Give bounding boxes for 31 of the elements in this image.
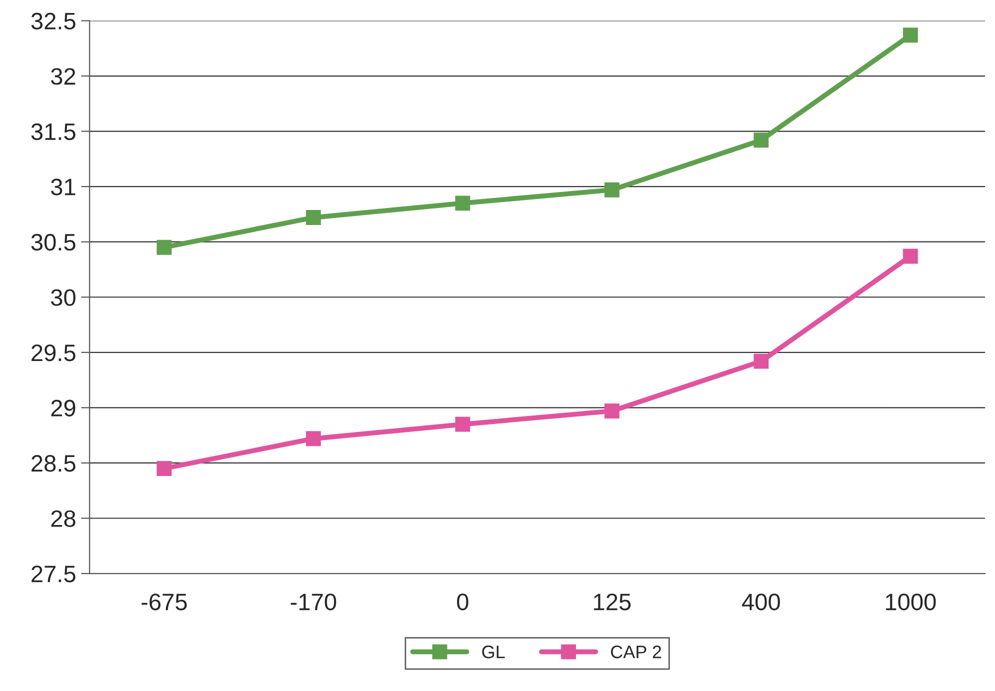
point: [156, 240, 172, 255]
x-tick-label: 400: [742, 594, 780, 610]
point: [306, 431, 321, 446]
x-tick-label: 0: [457, 594, 468, 610]
y-tick-label: 30.5: [31, 234, 76, 251]
y-tick-label: 27.5: [32, 566, 76, 582]
y-tick-label: 30: [50, 289, 76, 306]
point: [455, 416, 470, 432]
x-tick-label: 125: [594, 594, 631, 610]
point: [902, 28, 918, 43]
legend-label: CAP 2: [610, 646, 662, 658]
y-tick-label: 32.5: [31, 12, 76, 30]
point: [902, 248, 918, 264]
point: [754, 354, 769, 369]
point: [306, 210, 321, 225]
point: [156, 461, 172, 476]
point: [455, 196, 470, 211]
y-tick-label: 28.5: [32, 455, 76, 472]
x-tick-label: -170: [290, 594, 336, 610]
point: [604, 182, 620, 198]
point: [754, 132, 769, 148]
y-tick-label: 31.5: [31, 123, 76, 140]
y-tick-label: 28: [51, 510, 76, 528]
y-tick-label: 29: [51, 400, 76, 416]
point: [604, 404, 620, 418]
y-tick-label: 32: [50, 68, 76, 85]
y-tick-label: 29.5: [32, 344, 76, 362]
x-tick-label: -675: [142, 594, 187, 610]
y-tick-label: 31: [50, 178, 76, 196]
legend-label: GL: [482, 646, 505, 658]
x-tick-label: 1000: [886, 594, 936, 610]
